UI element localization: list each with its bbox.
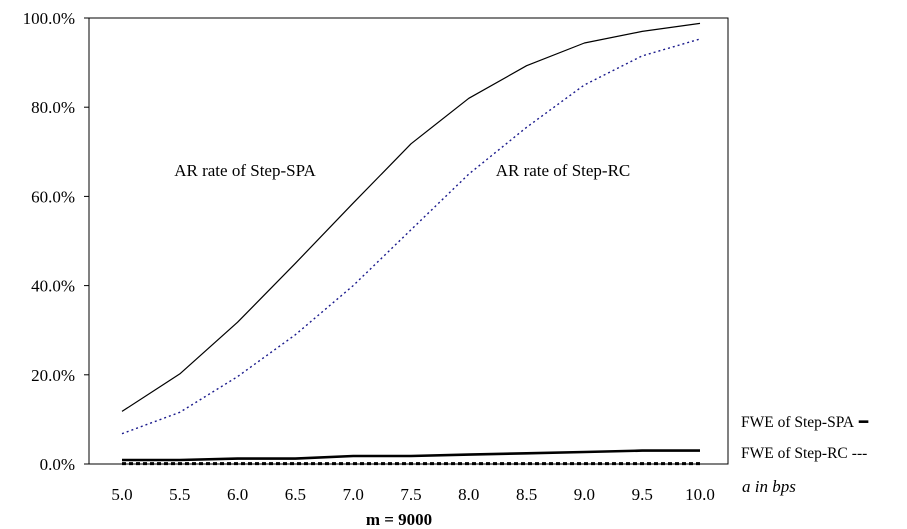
- series-line-ar-rate-of-step-spa: [121, 22, 701, 412]
- y-axis-ticks: 0.0% 20.0% 40.0% 60.0% 80.0% 100.0%: [23, 9, 89, 474]
- y-tick-label: 0.0%: [40, 455, 75, 474]
- plot-area-frame: [88, 17, 729, 465]
- legend-label: FWE of Step-RC: [741, 445, 848, 462]
- annotations: AR rate of Step-SPA AR rate of Step-RC: [174, 161, 630, 180]
- x-tick-label: 5.0: [111, 485, 132, 504]
- x-tick-label: 10.0: [685, 485, 715, 504]
- legend-marker: ━: [858, 414, 869, 431]
- x-tick-label: 6.0: [227, 485, 248, 504]
- x-tick-label: 7.0: [343, 485, 364, 504]
- y-tick-label: 20.0%: [31, 366, 75, 385]
- series-lines: [121, 22, 701, 466]
- series-line-ar-rate-of-step-rc: [121, 38, 701, 435]
- x-axis-ticks: 5.0 5.5 6.0 6.5 7.0 7.5 8.0 8.5 9.0 9.5 10.0: [111, 485, 715, 504]
- x-tick-label: 8.5: [516, 485, 537, 504]
- y-tick-label: 80.0%: [31, 98, 75, 117]
- y-tick-label: 60.0%: [31, 187, 75, 206]
- x-tick-label: 6.5: [285, 485, 306, 504]
- chart-caption: m = 9000: [366, 510, 432, 529]
- series-annotation: AR rate of Step-SPA: [174, 161, 316, 180]
- legend-label: FWE of Step-SPA: [741, 414, 855, 431]
- series-annotation: AR rate of Step-RC: [496, 161, 631, 180]
- legend-marker: ---: [852, 445, 868, 462]
- x-tick-label: 5.5: [169, 485, 190, 504]
- x-tick-label: 9.0: [574, 485, 595, 504]
- x-axis-label: a in bps: [742, 477, 796, 496]
- legend: FWE of Step-SPA ━ FWE of Step-RC ---: [741, 414, 869, 462]
- x-tick-label: 8.0: [458, 485, 479, 504]
- y-tick-label: 100.0%: [23, 9, 75, 28]
- x-tick-label: 7.5: [400, 485, 421, 504]
- series-line-fwe-of-step-spa: [122, 449, 700, 462]
- y-tick-label: 40.0%: [31, 277, 75, 296]
- x-tick-label: 9.5: [632, 485, 653, 504]
